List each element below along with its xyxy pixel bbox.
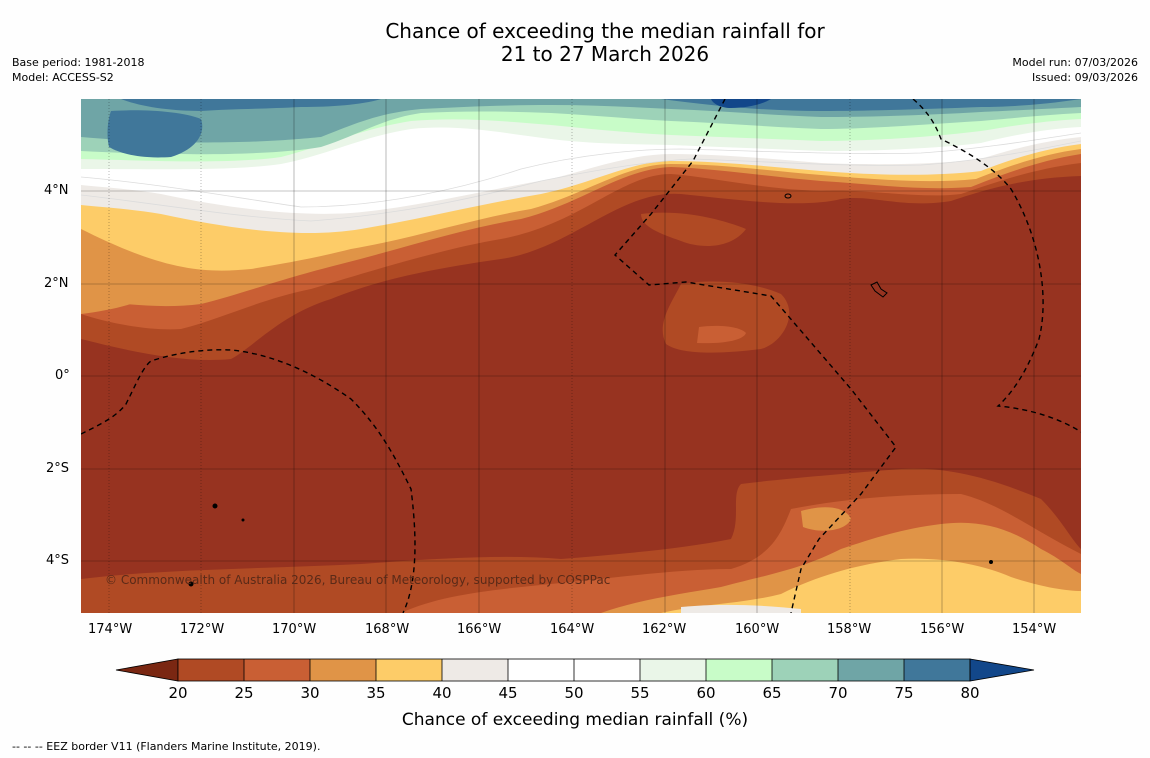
- cbar-tick-70: 70: [828, 684, 848, 702]
- title-line-1: Chance of exceeding the median rainfall …: [385, 19, 825, 43]
- strip-75-80-east: [661, 99, 1081, 111]
- lat-label-2n: 2°N: [44, 276, 69, 291]
- cbar-seg-70-75: [838, 659, 904, 681]
- pocket-30-35: [81, 248, 181, 314]
- cbar-tick-50: 50: [564, 684, 584, 702]
- model-name: Model: ACCESS-S2: [12, 71, 114, 84]
- cbar-tick-60: 60: [696, 684, 716, 702]
- lon-label-154w: 154°W: [1012, 622, 1057, 637]
- eez-borders: [81, 99, 1081, 613]
- lat-label-eq: 0°: [55, 368, 70, 383]
- lon-label-170w: 170°W: [272, 622, 317, 637]
- lon-label-174w: 174°W: [88, 622, 133, 637]
- patch-25-30-central: [697, 325, 746, 344]
- rainfall-map: © Commonwealth of Australia 2026, Bureau…: [81, 99, 1081, 613]
- cbar-tick-25: 25: [234, 684, 254, 702]
- south-35-40: [661, 558, 1081, 613]
- south-pocket-40-45: [681, 604, 801, 613]
- islands: [188, 193, 993, 587]
- cbar-tick-35: 35: [366, 684, 386, 702]
- cbar-tick-55: 55: [630, 684, 650, 702]
- cbar-seg-35-40: [376, 659, 442, 681]
- lon-label-172w: 172°W: [180, 622, 225, 637]
- colorbar: [115, 658, 1035, 682]
- lon-label-162w: 162°W: [642, 622, 687, 637]
- lat-label-4n: 4°N: [44, 183, 69, 198]
- colorbar-extend-low: [115, 658, 179, 682]
- cbar-seg-75-80: [904, 659, 970, 681]
- south-pocket-30-35: [801, 507, 851, 531]
- base-period: Base period: 1981-2018: [12, 56, 145, 69]
- cbar-tick-45: 45: [498, 684, 518, 702]
- graticule: [81, 99, 1081, 613]
- eez-legend: -- -- -- EEZ border V11 (Flanders Marine…: [12, 740, 321, 753]
- cbar-tick-30: 30: [300, 684, 320, 702]
- issued-date: Issued: 09/03/2026: [1031, 71, 1138, 84]
- cbar-tick-65: 65: [762, 684, 782, 702]
- lat-label-2s: 2°S: [46, 461, 70, 476]
- cbar-tick-75: 75: [894, 684, 914, 702]
- title-line-2: 21 to 27 March 2026: [500, 42, 710, 66]
- cbar-seg-45-50: [508, 659, 574, 681]
- lon-label-158w: 158°W: [827, 622, 872, 637]
- patch-75-80: [107, 110, 203, 158]
- cbar-tick-20: 20: [168, 684, 188, 702]
- lon-label-164w: 164°W: [550, 622, 595, 637]
- patch-above-80: [711, 99, 771, 108]
- cbar-seg-30-35: [310, 659, 376, 681]
- cbar-tick-80: 80: [960, 684, 980, 702]
- colorbar-extend-high: [969, 658, 1035, 682]
- patch-20-25-central: [662, 281, 790, 353]
- cbar-tick-40: 40: [432, 684, 452, 702]
- cbar-seg-20-25: [178, 659, 244, 681]
- lon-label-160w: 160°W: [735, 622, 780, 637]
- lat-label-4s: 4°S: [46, 553, 70, 568]
- strip-75-80: [121, 99, 381, 111]
- lon-label-156w: 156°W: [920, 622, 965, 637]
- cbar-seg-60-65: [706, 659, 772, 681]
- colorbar-label: Chance of exceeding median rainfall (%): [401, 710, 749, 730]
- cbar-seg-25-30: [244, 659, 310, 681]
- cbar-seg-55-60: [640, 659, 706, 681]
- cbar-seg-40-45: [442, 659, 508, 681]
- patch-20-25-northeast: [641, 212, 746, 246]
- lon-label-168w: 168°W: [365, 622, 410, 637]
- copyright-text: © Commonwealth of Australia 2026, Bureau…: [105, 573, 610, 587]
- cbar-seg-50-55: [574, 659, 640, 681]
- model-run: Model run: 07/03/2026: [1012, 56, 1138, 69]
- lon-label-166w: 166°W: [457, 622, 502, 637]
- contour-45-line: [81, 140, 1081, 222]
- contour-50-line: [81, 132, 1081, 208]
- cbar-seg-65-70: [772, 659, 838, 681]
